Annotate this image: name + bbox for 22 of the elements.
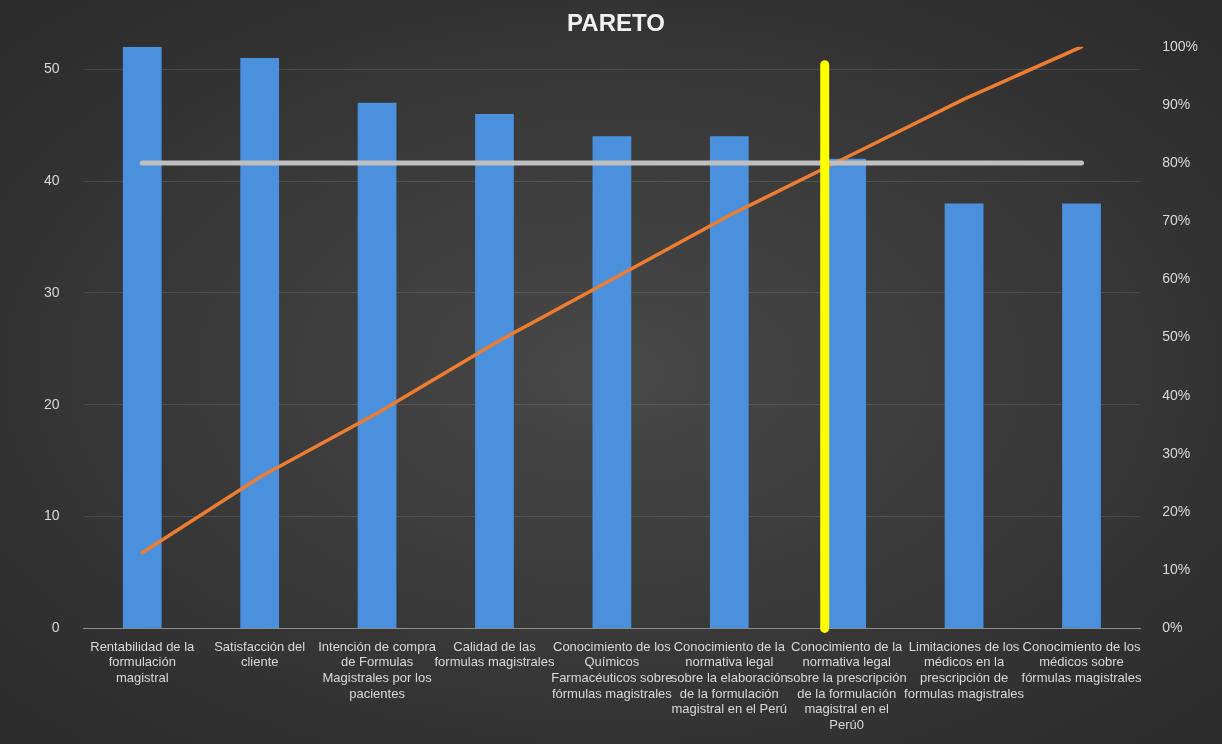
y-tick-label: 30	[43, 283, 60, 300]
y2-tick-label: 50%	[1162, 328, 1191, 345]
y2-tick-label: 60%	[1162, 270, 1191, 287]
y2-tick-label: 40%	[1162, 386, 1191, 403]
y-tick-label: 40	[43, 171, 60, 188]
y2-tick-label: 70%	[1162, 212, 1191, 229]
x-tick-label: Rentabilidad de la formulación magistral	[90, 638, 196, 685]
x-tick-label: Conocimiento de la normativa legal sobre la elaboración de la formulación magistral en el Perú	[670, 638, 788, 717]
y2-tick-label: 80%	[1162, 153, 1191, 170]
x-tick-label: Conocimiento de los médicos sobre fórmulas magistrales	[1021, 638, 1142, 685]
y-tick-label: 0	[51, 619, 60, 636]
x-tick-label: Satisfacción del cliente	[214, 638, 306, 670]
y2-tick-label: 100%	[1162, 37, 1199, 54]
y2-tick-label: 0%	[1162, 619, 1183, 636]
y-tick-label: 10	[43, 507, 60, 524]
chart-title: PARETO	[567, 9, 665, 37]
y-tick-label: 50	[43, 60, 60, 77]
y2-tick-label: 20%	[1162, 502, 1191, 519]
y2-tick-label: 10%	[1162, 561, 1191, 578]
y2-tick-label: 90%	[1162, 95, 1191, 112]
y2-tick-label: 30%	[1162, 444, 1191, 461]
y-tick-label: 20	[43, 395, 60, 412]
